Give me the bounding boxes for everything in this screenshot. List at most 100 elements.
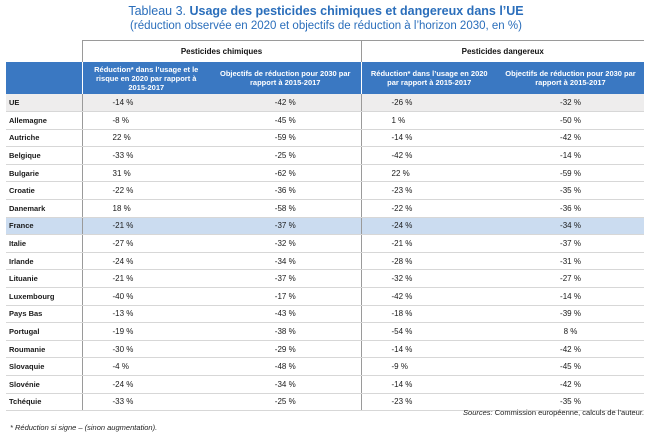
title-prefix: Tableau 3. (128, 4, 190, 18)
chem-reduction-cell: -21 % (81, 269, 210, 289)
dang-reduction-cell: -28 % (360, 252, 497, 271)
chem-target-cell: -58 % (210, 199, 361, 218)
dang-target-cell: -27 % (497, 269, 645, 289)
dang-reduction-cell: -24 % (360, 217, 497, 236)
country-name: Italie (6, 234, 82, 253)
dang-target-cell: -42 % (497, 129, 645, 148)
sources-note: Sources: Commission européenne, calculs … (463, 408, 644, 417)
chem-target-cell: -43 % (210, 305, 361, 324)
table-row: Belgique -33 % -25 % -42 % -14 % (6, 146, 645, 165)
country-name: Bulgarie (6, 164, 82, 183)
dang-reduction-cell: -42 % (360, 287, 497, 306)
group-header-row: Pesticides chimiques Pesticides dangereu… (6, 40, 645, 62)
dang-target-cell: -35 % (497, 181, 645, 201)
chem-reduction-cell: -8 % (81, 111, 210, 130)
table-row: Danemark 18 % -58 % -22 % -36 % (6, 199, 645, 218)
dang-target-cell: -42 % (497, 340, 645, 359)
chem-target-cell: -38 % (210, 322, 361, 341)
table-row: Portugal -19 % -38 % -54 % 8 % (6, 322, 645, 341)
country-name: Tchéquie (6, 393, 82, 412)
table-row: Roumanie -30 % -29 % -14 % -42 % (6, 340, 645, 359)
pesticides-table: Pesticides chimiques Pesticides dangereu… (6, 40, 645, 412)
chem-target-cell: -25 % (210, 393, 361, 412)
table-row: Bulgarie 31 % -62 % 22 % -59 % (6, 164, 645, 183)
group-header-blank (6, 40, 82, 62)
group-header-chemical: Pesticides chimiques (81, 40, 361, 62)
chem-reduction-cell: -24 % (81, 252, 210, 271)
dang-reduction-cell: -14 % (360, 375, 497, 394)
chem-target-cell: -34 % (210, 375, 361, 394)
dang-reduction-cell: -26 % (360, 94, 497, 113)
dang-target-cell: -14 % (497, 287, 645, 306)
chem-target-cell: -17 % (210, 287, 361, 306)
chem-target-cell: -25 % (210, 146, 361, 165)
column-header-chem-reduction: Réduction* dans l’usage et le risque en … (81, 62, 210, 94)
group-header-dangerous: Pesticides dangereux (360, 40, 645, 62)
dang-target-cell: -39 % (497, 305, 645, 324)
country-name: Irlande (6, 252, 82, 271)
table-title: Tableau 3. Usage des pesticides chimique… (6, 3, 646, 34)
table-row: France -21 % -37 % -24 % -34 % (6, 217, 645, 236)
country-name: Belgique (6, 146, 82, 165)
dang-reduction-cell: -32 % (360, 269, 497, 289)
dang-target-cell: -37 % (497, 234, 645, 253)
chem-target-cell: -45 % (210, 111, 361, 130)
country-name: UE (6, 94, 82, 113)
dang-reduction-cell: -9 % (360, 357, 497, 376)
title-main: Usage des pesticides chimiques et danger… (189, 4, 524, 18)
column-header-chem-target: Objectifs de réduction pour 2030 par rap… (210, 62, 361, 94)
sources-text: Commission européenne, calculs de l’aute… (492, 408, 644, 417)
dang-reduction-cell: -21 % (360, 234, 497, 253)
table-row: Lituanie -21 % -37 % -32 % -27 % (6, 269, 645, 289)
column-header-row: Réduction* dans l’usage et le risque en … (6, 62, 645, 94)
country-name: France (6, 217, 82, 236)
chem-reduction-cell: -21 % (81, 217, 210, 236)
dang-reduction-cell: -54 % (360, 322, 497, 341)
dang-reduction-cell: -14 % (360, 340, 497, 359)
chem-reduction-cell: -33 % (81, 146, 210, 165)
column-header-dang-target: Objectifs de réduction pour 2030 par rap… (497, 62, 645, 94)
dang-target-cell: -42 % (497, 375, 645, 394)
dang-reduction-cell: -42 % (360, 146, 497, 165)
chem-target-cell: -59 % (210, 129, 361, 148)
table-row: UE -14 % -42 % -26 % -32 % (6, 94, 645, 113)
column-header-country (6, 62, 82, 94)
chem-target-cell: -29 % (210, 340, 361, 359)
chem-target-cell: -34 % (210, 252, 361, 271)
sources-label: Sources: (463, 408, 493, 417)
chem-target-cell: -37 % (210, 217, 361, 236)
table-row: Tchéquie -33 % -25 % -23 % -35 % (6, 393, 645, 412)
dang-reduction-cell: -23 % (360, 181, 497, 201)
country-name: Allemagne (6, 111, 82, 130)
chem-reduction-cell: -40 % (81, 287, 210, 306)
table-row: Pays Bas -13 % -43 % -18 % -39 % (6, 305, 645, 324)
chem-reduction-cell: -19 % (81, 322, 210, 341)
title-line: Tableau 3. Usage des pesticides chimique… (6, 3, 646, 19)
chem-reduction-cell: 18 % (81, 199, 210, 218)
dang-target-cell: -50 % (497, 111, 645, 130)
chem-target-cell: -37 % (210, 269, 361, 289)
dang-target-cell: -31 % (497, 252, 645, 271)
country-name: Danemark (6, 199, 82, 218)
country-name: Slovaquie (6, 357, 82, 376)
chem-reduction-cell: -4 % (81, 357, 210, 376)
table-row: Irlande -24 % -34 % -28 % -31 % (6, 252, 645, 271)
country-name: Portugal (6, 322, 82, 341)
dang-reduction-cell: -14 % (360, 129, 497, 148)
chem-target-cell: -62 % (210, 164, 361, 183)
table-row: Croatie -22 % -36 % -23 % -35 % (6, 181, 645, 201)
country-name: Roumanie (6, 340, 82, 359)
dang-target-cell: -59 % (497, 164, 645, 183)
table-row: Allemagne -8 % -45 % 1 % -50 % (6, 111, 645, 130)
dang-reduction-cell: 1 % (360, 111, 497, 130)
dang-target-cell: -14 % (497, 146, 645, 165)
table-body: UE -14 % -42 % -26 % -32 % Allemagne -8 % -45 %… (6, 94, 645, 412)
chem-reduction-cell: -30 % (81, 340, 210, 359)
footnote: * Réduction si signe – (sinon augmentati… (10, 423, 158, 432)
chem-reduction-cell: 31 % (81, 164, 210, 183)
dang-target-cell: -45 % (497, 357, 645, 376)
table-row: Italie -27 % -32 % -21 % -37 % (6, 234, 645, 253)
country-name: Autriche (6, 129, 82, 148)
dang-reduction-cell: 22 % (360, 164, 497, 183)
country-name: Slovénie (6, 375, 82, 394)
